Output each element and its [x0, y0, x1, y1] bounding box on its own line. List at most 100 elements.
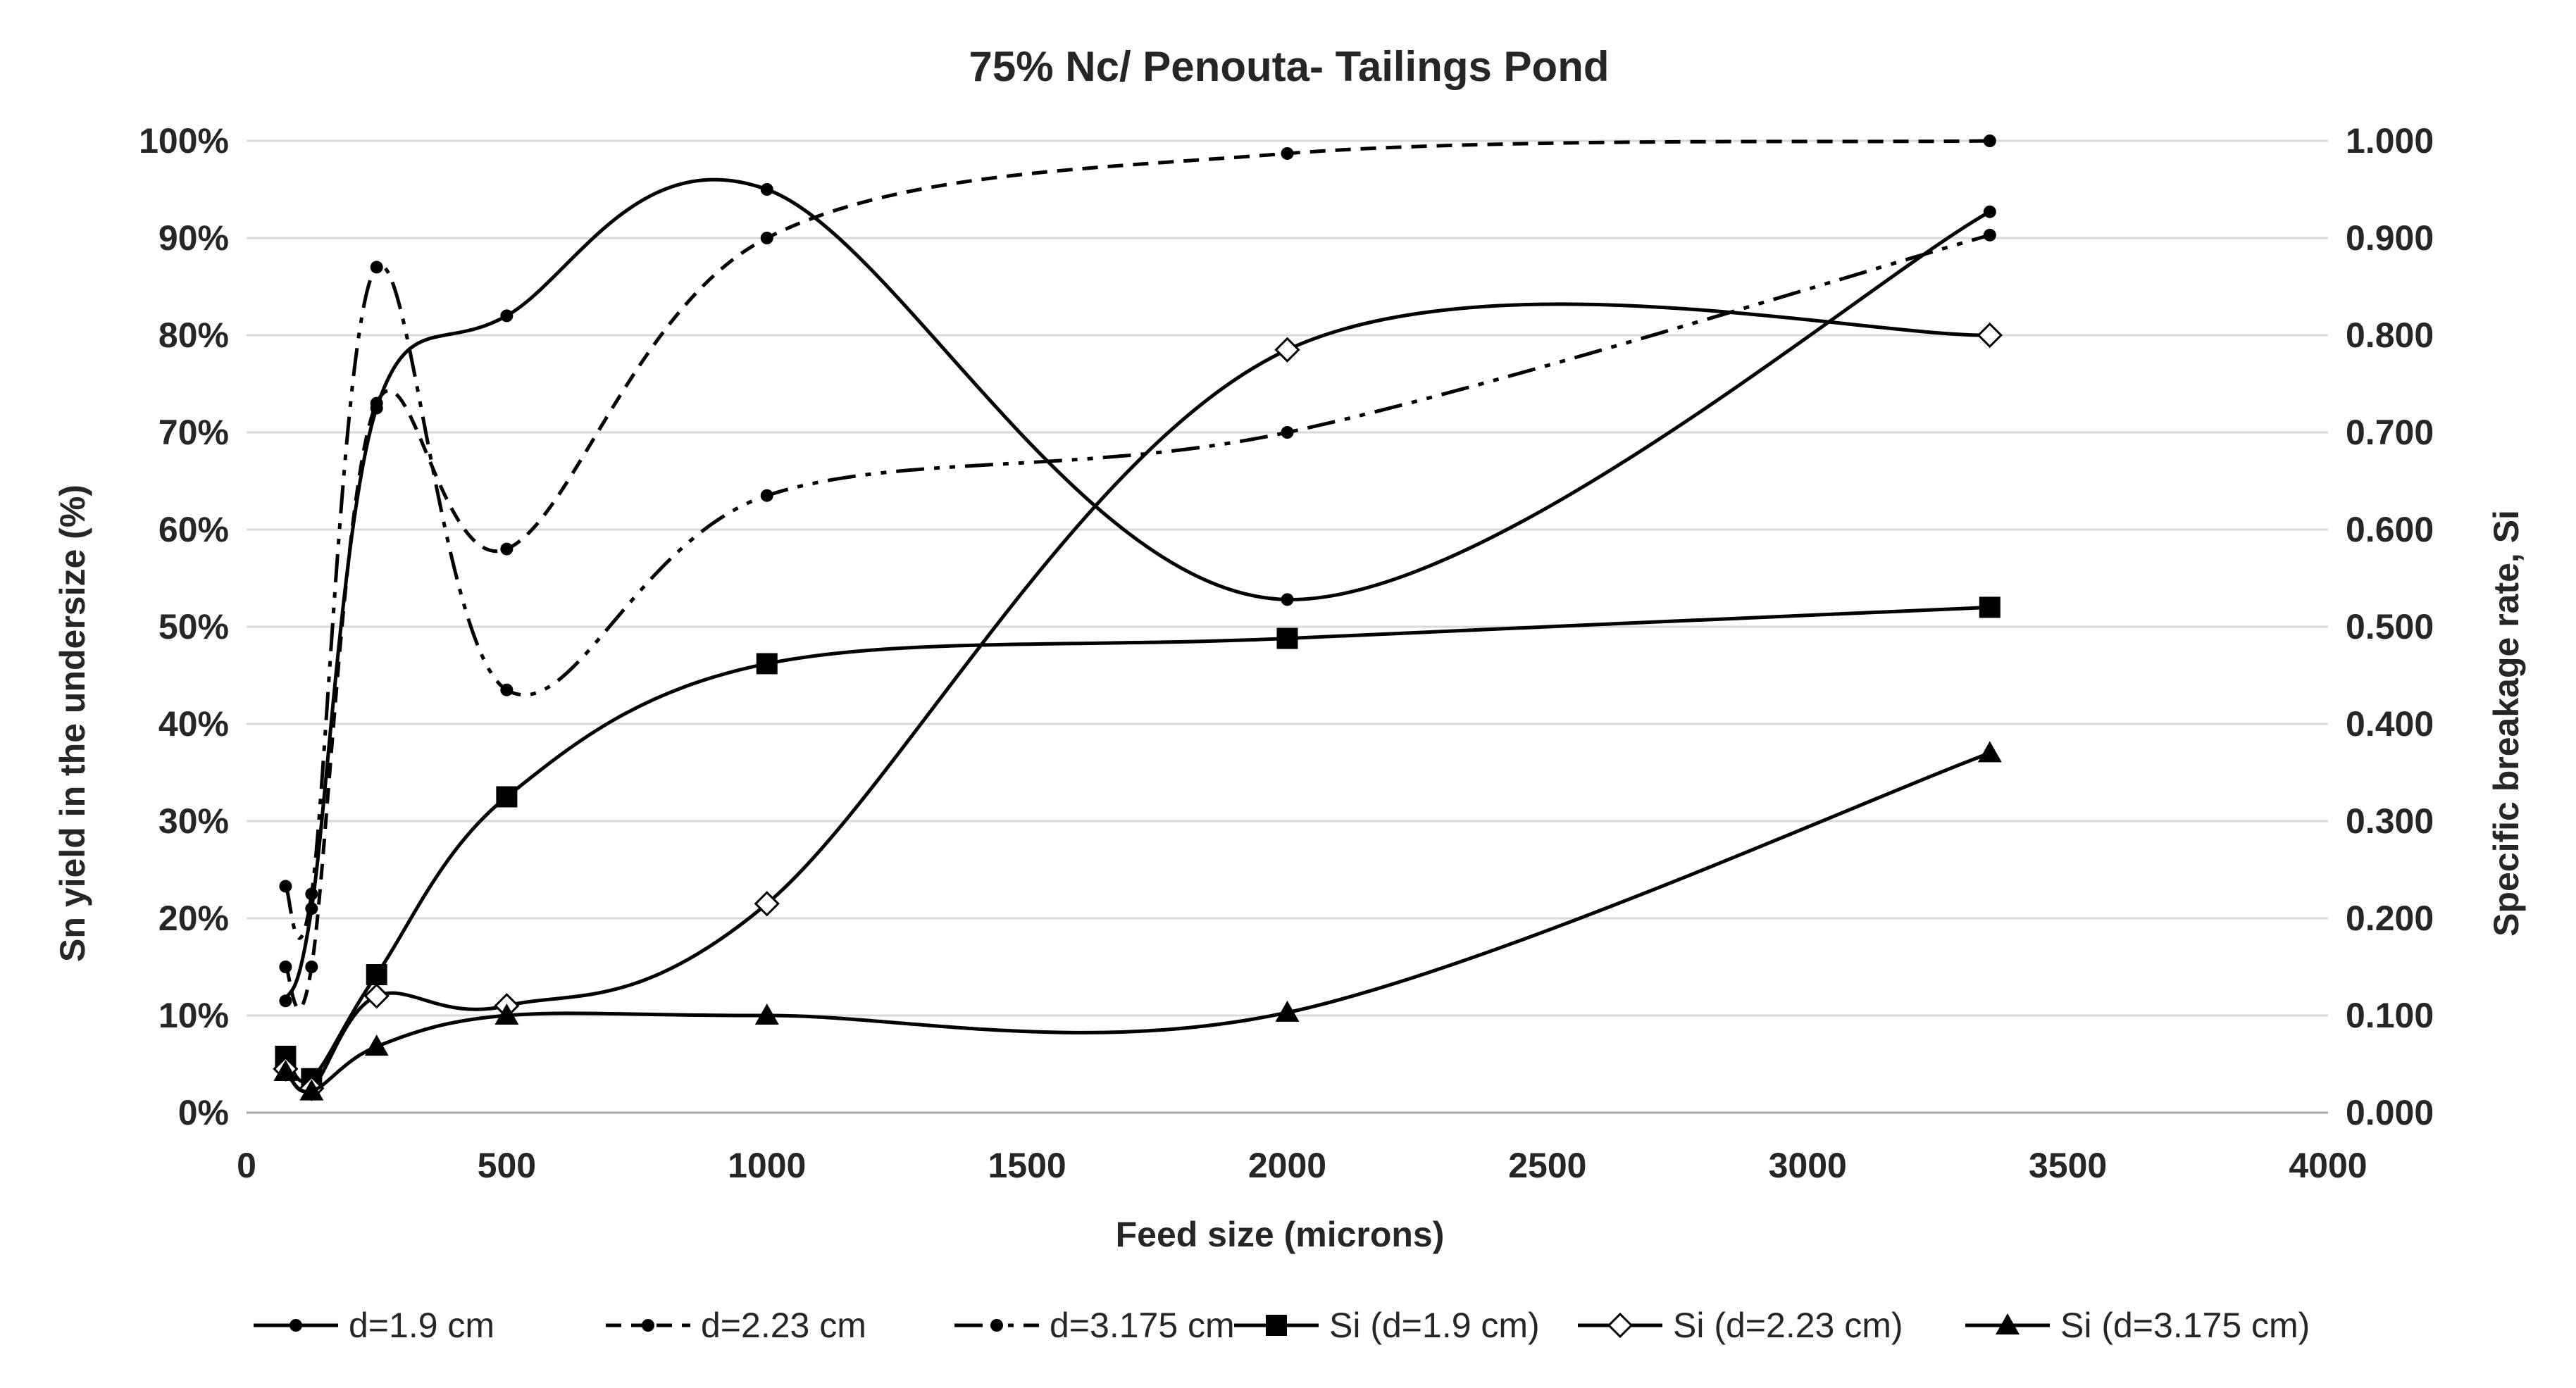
legend-label: Si (d=3.175 cm) [2060, 1306, 2310, 1345]
y-tick-label: 20% [158, 899, 229, 938]
axes: 0% 0.000 10% 0.100 20% 0.200 30% 0.300 40% 0.400 5… [139, 121, 2434, 1185]
y-tick-label: 80% [158, 315, 229, 355]
y-tick-label: 0% [178, 1093, 229, 1132]
data-point [500, 542, 514, 556]
series-6 [273, 741, 2002, 1101]
series-2 [279, 135, 1996, 1011]
legend-marker [990, 1319, 1003, 1332]
chart-title: 75% Nc/ Penouta- Tailings Pond [969, 43, 1609, 90]
legend-marker [1607, 1312, 1634, 1339]
y2-tick-label: 0.200 [2346, 899, 2434, 938]
data-point [1281, 146, 1294, 160]
x-tick-label: 0 [237, 1146, 256, 1185]
y-tick-label: 100% [139, 121, 229, 161]
x-tick-label: 1000 [728, 1146, 806, 1185]
series-line [283, 139, 1990, 1011]
data-point [500, 683, 514, 696]
data-point [363, 983, 390, 1009]
legend-label: Si (d=2.23 cm) [1673, 1306, 1903, 1345]
data-point [1977, 741, 2002, 763]
data-point [1983, 205, 1996, 218]
y-tick-label: 40% [158, 704, 229, 744]
y2-tick-label: 0.700 [2346, 413, 2434, 452]
x-tick-label: 1500 [988, 1146, 1066, 1185]
y2-tick-label: 0.300 [2346, 801, 2434, 841]
legend-label: d=3.175 cm [1050, 1306, 1235, 1345]
data-point [754, 891, 780, 917]
y2-tick-label: 0.800 [2346, 315, 2434, 355]
series-line [283, 233, 1991, 940]
data-point [366, 964, 387, 986]
legend-marker [1996, 1313, 2020, 1334]
x-axis-label: Feed size (microns) [1116, 1215, 1445, 1254]
data-point [279, 994, 292, 1008]
data-point [279, 880, 292, 893]
legend-item: d=3.175 cm [954, 1306, 1235, 1345]
series-3 [279, 228, 1996, 940]
legend: d=1.9 cm d=2.23 cm d=3.175 cm Si (d=1.9 cm)… [254, 1306, 2310, 1345]
legend-marker [290, 1319, 302, 1332]
y-tick-label: 60% [158, 510, 229, 549]
series-line [284, 302, 1990, 1094]
legend-label: d=2.23 cm [701, 1306, 866, 1345]
y2-tick-label: 0.100 [2346, 996, 2434, 1035]
data-point [1276, 627, 1298, 649]
legend-item: d=2.23 cm [606, 1306, 866, 1345]
data-point [754, 1004, 779, 1025]
x-tick-label: 3500 [2029, 1146, 2107, 1185]
legend-item: Si (d=2.23 cm) [1578, 1306, 1903, 1345]
data-point [1281, 426, 1294, 439]
data-point [370, 396, 383, 410]
y-axis-label: Sn yield in the undersize (%) [53, 484, 92, 962]
legend-marker [642, 1319, 654, 1332]
y-tick-label: 50% [158, 607, 229, 646]
x-tick-label: 2000 [1248, 1146, 1326, 1185]
data-point [1275, 1000, 1300, 1022]
data-point [494, 1004, 519, 1025]
data-point [364, 1034, 389, 1056]
data-point [1979, 596, 2001, 618]
data-point [500, 309, 514, 323]
data-point [370, 261, 383, 274]
series-line [284, 605, 1990, 1084]
series-line [284, 177, 1991, 1002]
data-point [279, 961, 292, 973]
x-tick-label: 3000 [1769, 1146, 1847, 1185]
y2-tick-label: 0.400 [2346, 704, 2434, 744]
data-point [760, 232, 773, 244]
legend-item: Si (d=3.175 cm) [1965, 1306, 2310, 1345]
data-point [299, 1079, 324, 1101]
data-point [305, 887, 318, 901]
y-tick-label: 30% [158, 801, 229, 841]
y-tick-label: 10% [158, 996, 229, 1035]
data-point [496, 786, 518, 808]
legend-item: d=1.9 cm [254, 1306, 494, 1345]
legend-label: Si (d=1.9 cm) [1329, 1306, 1540, 1345]
data-point [1274, 337, 1300, 363]
x-tick-label: 500 [478, 1146, 536, 1185]
data-point [273, 1060, 298, 1082]
legend-label: d=1.9 cm [349, 1306, 494, 1345]
y2-axis-label: Specific breakage rate, Si [2487, 510, 2526, 937]
x-tick-label: 4000 [2289, 1146, 2367, 1185]
y2-tick-label: 0.500 [2346, 607, 2434, 646]
data-point [1983, 228, 1996, 242]
legend-item: Si (d=1.9 cm) [1234, 1306, 1540, 1345]
data-point [756, 653, 778, 675]
y2-tick-label: 0.900 [2346, 218, 2434, 258]
data-point [1281, 593, 1294, 606]
data-point [305, 961, 318, 973]
x-tick-label: 2500 [1508, 1146, 1586, 1185]
y-tick-label: 70% [158, 413, 229, 452]
y2-tick-label: 1.000 [2346, 121, 2434, 161]
legend-marker [1266, 1315, 1287, 1336]
data-point [760, 183, 773, 196]
data-point [1983, 135, 1996, 147]
y2-tick-label: 0.000 [2346, 1093, 2434, 1132]
y-tick-label: 90% [158, 218, 229, 258]
y2-tick-label: 0.600 [2346, 510, 2434, 549]
series-5 [273, 302, 2003, 1101]
data-point [1977, 322, 2003, 349]
series-layer [273, 135, 2003, 1101]
